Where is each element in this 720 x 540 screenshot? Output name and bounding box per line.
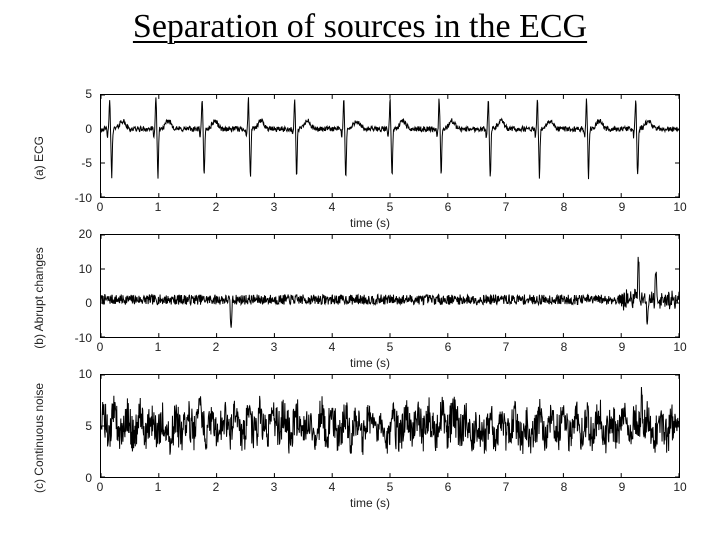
signal-noise: [101, 387, 679, 455]
ylabel-ecg: (a) ECG: [32, 136, 46, 180]
ylabel-noise: (c) Continuous noise: [32, 383, 46, 493]
xtick-label: 2: [213, 340, 220, 354]
xtick-label: 3: [271, 340, 278, 354]
ytick-label: 0: [85, 471, 92, 485]
ytick-label: -5: [81, 156, 92, 170]
slide-root: Separation of sources in the ECG (a) ECG…: [0, 0, 720, 540]
xtick-label: 3: [271, 200, 278, 214]
ytick-label: 20: [79, 227, 92, 241]
xtick-label: 10: [673, 200, 686, 214]
xtick-label: 7: [503, 200, 510, 214]
xtick-label: 4: [329, 340, 336, 354]
xtick-label: 7: [503, 480, 510, 494]
xtick-label: 5: [387, 340, 394, 354]
xtick-label: 8: [561, 340, 568, 354]
plot-abrupt: [100, 234, 680, 338]
xtick-label: 8: [561, 480, 568, 494]
xtick-label: 0: [97, 480, 104, 494]
ytick-label: 0: [85, 296, 92, 310]
xtick-label: 10: [673, 340, 686, 354]
ytick-label: -10: [75, 191, 92, 205]
xtick-label: 9: [619, 200, 626, 214]
xticks-noise: 012345678910: [100, 480, 680, 494]
xtick-label: 8: [561, 200, 568, 214]
xtick-label: 1: [155, 200, 162, 214]
xtick-label: 10: [673, 480, 686, 494]
xtick-label: 4: [329, 480, 336, 494]
xlabel-noise: time (s): [50, 496, 690, 510]
plot-noise: [100, 374, 680, 478]
ytick-label: 0: [85, 122, 92, 136]
xtick-label: 4: [329, 200, 336, 214]
xtick-label: 2: [213, 480, 220, 494]
xtick-label: 1: [155, 480, 162, 494]
xtick-label: 0: [97, 340, 104, 354]
panel-ecg: (a) ECG-10-505012345678910time (s): [50, 88, 690, 228]
panel-noise: (c) Continuous noise0510012345678910time…: [50, 368, 690, 508]
yticks-noise: 0510: [50, 374, 96, 478]
plot-ecg: [100, 94, 680, 198]
signal-ecg: [101, 97, 679, 179]
ylabel-abrupt: (b) Abrupt changes: [32, 247, 46, 348]
ytick-label: 5: [85, 419, 92, 433]
yticks-abrupt: -1001020: [50, 234, 96, 338]
ytick-label: -10: [75, 331, 92, 345]
ytick-label: 10: [79, 367, 92, 381]
signal-abrupt: [101, 257, 679, 328]
charts-container: (a) ECG-10-505012345678910time (s)(b) Ab…: [50, 88, 690, 508]
xticks-abrupt: 012345678910: [100, 340, 680, 354]
xtick-label: 9: [619, 480, 626, 494]
xtick-label: 6: [445, 480, 452, 494]
xtick-label: 6: [445, 340, 452, 354]
xticks-ecg: 012345678910: [100, 200, 680, 214]
ytick-label: 5: [85, 87, 92, 101]
xtick-label: 5: [387, 200, 394, 214]
slide-title: Separation of sources in the ECG: [0, 8, 720, 46]
ytick-label: 10: [79, 262, 92, 276]
xtick-label: 3: [271, 480, 278, 494]
xtick-label: 7: [503, 340, 510, 354]
xtick-label: 6: [445, 200, 452, 214]
xtick-label: 9: [619, 340, 626, 354]
yticks-ecg: -10-505: [50, 94, 96, 198]
xtick-label: 0: [97, 200, 104, 214]
xtick-label: 2: [213, 200, 220, 214]
panel-abrupt: (b) Abrupt changes-1001020012345678910ti…: [50, 228, 690, 368]
xtick-label: 1: [155, 340, 162, 354]
xtick-label: 5: [387, 480, 394, 494]
